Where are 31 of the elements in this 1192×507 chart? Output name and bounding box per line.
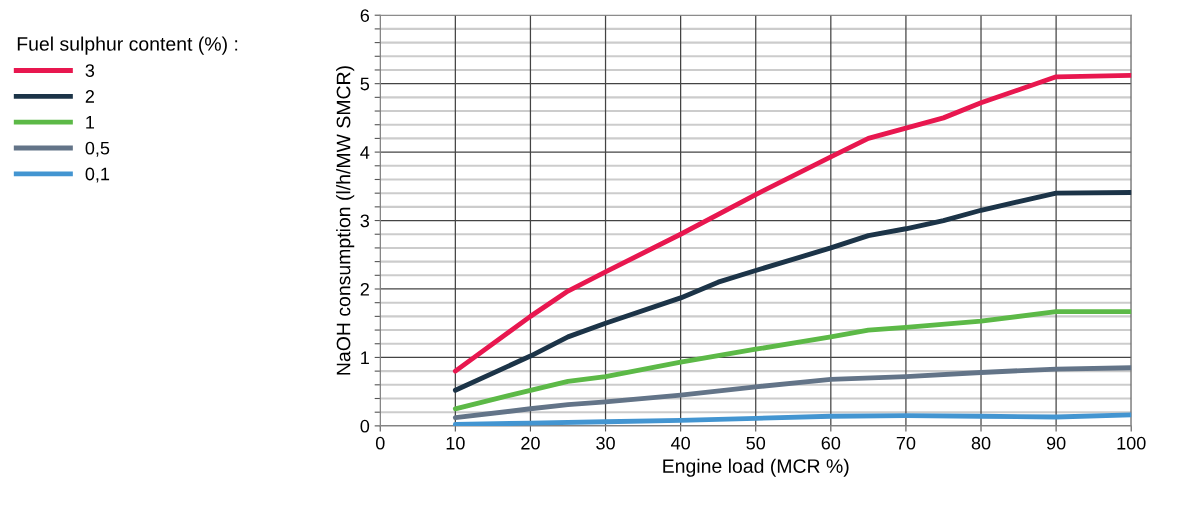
y-tick-label: 6 <box>360 9 370 22</box>
x-tick-label: 20 <box>521 436 540 450</box>
line-series <box>452 190 1132 393</box>
y-tick-label: 2 <box>360 282 369 296</box>
x-tick-label: 50 <box>746 436 766 450</box>
y-tick-label: 5 <box>360 77 370 91</box>
y-tick-label: 4 <box>360 146 370 159</box>
legend-label: 0,1 <box>85 167 110 183</box>
legend-title: Fuel sulphur content (%) : <box>17 36 238 55</box>
y-tick-label: 0 <box>360 419 370 433</box>
legend-label: 1 <box>86 116 95 129</box>
x-tick-label: 40 <box>671 436 690 450</box>
y-tick-label: 3 <box>360 214 370 228</box>
y-tick-label: 1 <box>361 351 369 364</box>
line-series <box>452 73 1132 374</box>
x-axis-title: Engine load (MCR %) <box>663 458 849 477</box>
x-tick-label: 100 <box>1117 436 1146 450</box>
x-tick-label: 30 <box>596 436 615 450</box>
legend-label: 3 <box>85 64 95 77</box>
line-series <box>452 412 1132 426</box>
legend-label: 0,5 <box>85 141 110 157</box>
line-series <box>452 309 1132 412</box>
x-tick-label: 90 <box>1046 436 1066 450</box>
line-series <box>452 365 1132 421</box>
y-axis-title: NaOH consumption (l/h/MW SMCR) <box>336 66 355 375</box>
legend-label: 2 <box>85 90 94 103</box>
x-tick-label: 70 <box>896 436 916 450</box>
x-tick-label: 0 <box>375 436 385 450</box>
x-tick-label: 80 <box>971 436 991 450</box>
x-tick-label: 10 <box>446 436 465 450</box>
x-tick-label: 60 <box>821 436 841 450</box>
